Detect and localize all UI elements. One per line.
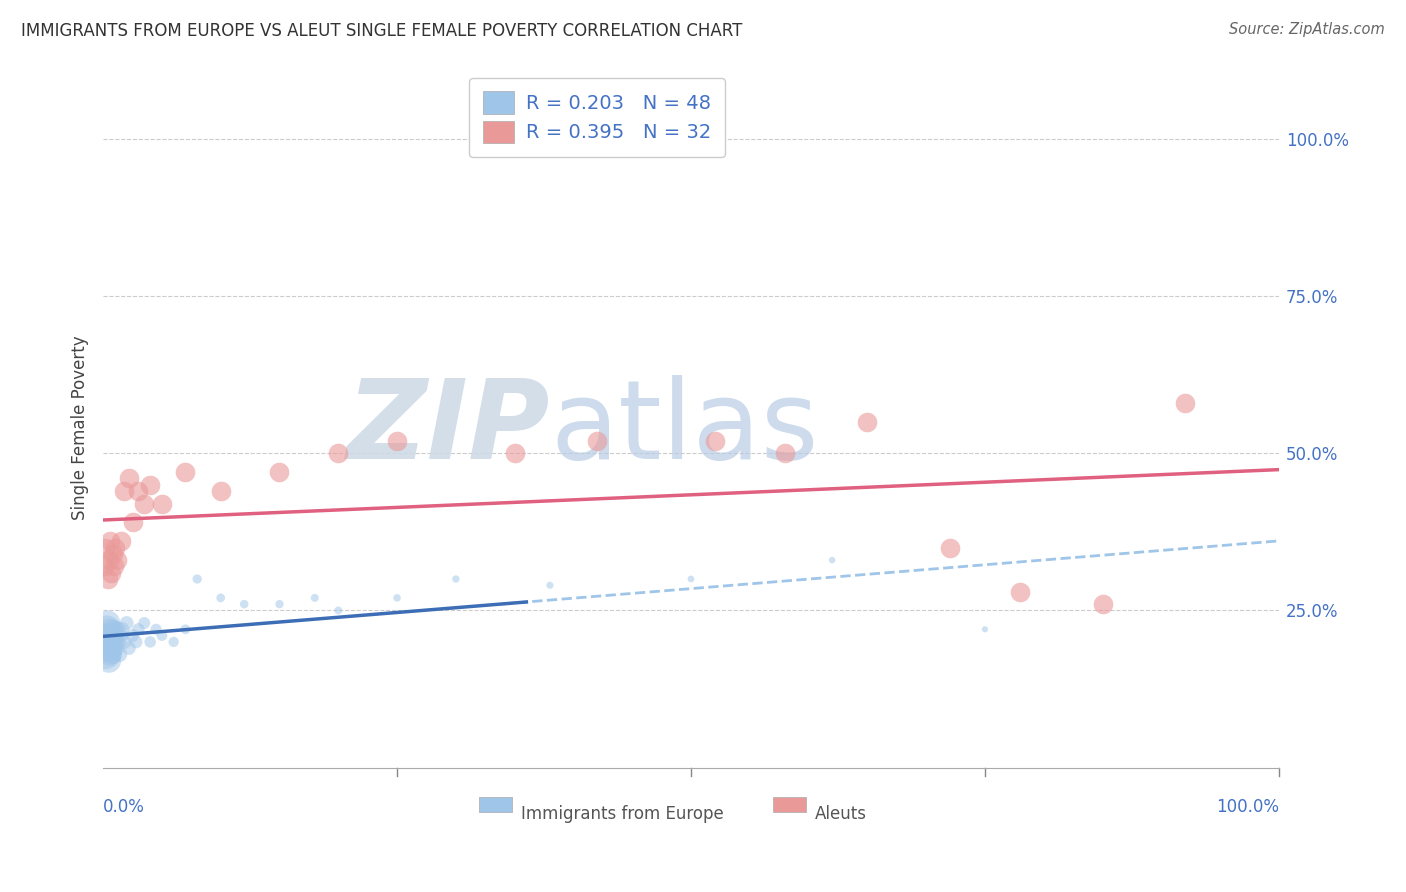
Point	[107, 635, 129, 649]
Point	[110, 534, 132, 549]
Point	[150, 496, 173, 510]
Point	[104, 541, 127, 555]
FancyBboxPatch shape	[479, 797, 512, 812]
Point	[115, 615, 138, 630]
Point	[145, 623, 167, 637]
Point	[773, 446, 796, 460]
Point	[328, 446, 350, 460]
Point	[100, 641, 122, 656]
Point	[703, 434, 725, 448]
Point	[1091, 597, 1114, 611]
Point	[269, 597, 291, 611]
Point	[94, 541, 117, 555]
Point	[127, 623, 149, 637]
Y-axis label: Single Female Poverty: Single Female Poverty	[72, 335, 89, 520]
Text: Aleuts: Aleuts	[814, 805, 866, 823]
Point	[98, 648, 121, 662]
Point	[104, 635, 127, 649]
Point	[103, 641, 125, 656]
Point	[150, 629, 173, 643]
Text: ZIP: ZIP	[346, 375, 550, 482]
Point	[121, 516, 143, 530]
Point	[938, 541, 960, 555]
Point	[821, 553, 844, 567]
Legend: R = 0.203   N = 48, R = 0.395   N = 32: R = 0.203 N = 48, R = 0.395 N = 32	[470, 78, 724, 157]
Point	[103, 623, 125, 637]
Point	[209, 591, 232, 605]
Point	[101, 648, 124, 662]
Point	[139, 635, 162, 649]
Point	[105, 641, 128, 656]
FancyBboxPatch shape	[773, 797, 806, 812]
Point	[104, 629, 127, 643]
Point	[103, 559, 125, 574]
Point	[209, 483, 232, 498]
Point	[100, 629, 122, 643]
Point	[121, 629, 143, 643]
Point	[98, 654, 121, 668]
Point	[98, 623, 121, 637]
Text: 100.0%: 100.0%	[1216, 798, 1279, 816]
Point	[98, 534, 121, 549]
Point	[503, 446, 526, 460]
Point	[110, 629, 132, 643]
Point	[174, 623, 197, 637]
Point	[97, 572, 120, 586]
Point	[385, 434, 408, 448]
Point	[269, 465, 291, 479]
Point	[105, 623, 128, 637]
Point	[385, 591, 408, 605]
Point	[111, 623, 134, 637]
Point	[96, 641, 118, 656]
Point	[98, 553, 121, 567]
Point	[328, 603, 350, 617]
Point	[118, 471, 141, 485]
Point	[174, 465, 197, 479]
Point	[100, 566, 122, 580]
Point	[93, 559, 115, 574]
Point	[101, 635, 124, 649]
Point	[125, 635, 148, 649]
Point	[856, 415, 879, 429]
Point	[98, 635, 121, 649]
Text: Immigrants from Europe: Immigrants from Europe	[520, 805, 723, 823]
Point	[134, 496, 156, 510]
Point	[233, 597, 256, 611]
Text: Source: ZipAtlas.com: Source: ZipAtlas.com	[1229, 22, 1385, 37]
Point	[127, 483, 149, 498]
Point	[105, 553, 128, 567]
Point	[93, 635, 115, 649]
Point	[444, 572, 467, 586]
Point	[112, 483, 135, 498]
Point	[94, 648, 117, 662]
Point	[163, 635, 186, 649]
Point	[97, 615, 120, 630]
Point	[108, 648, 131, 662]
Point	[538, 578, 561, 592]
Point	[304, 591, 326, 605]
Point	[974, 623, 997, 637]
Text: atlas: atlas	[550, 375, 818, 482]
Point	[96, 623, 118, 637]
Point	[1174, 396, 1197, 410]
Point	[118, 641, 141, 656]
Point	[134, 615, 156, 630]
Point	[97, 629, 120, 643]
Point	[139, 477, 162, 491]
Point	[679, 572, 702, 586]
Text: 0.0%: 0.0%	[103, 798, 145, 816]
Text: IMMIGRANTS FROM EUROPE VS ALEUT SINGLE FEMALE POVERTY CORRELATION CHART: IMMIGRANTS FROM EUROPE VS ALEUT SINGLE F…	[21, 22, 742, 40]
Point	[586, 434, 609, 448]
Point	[186, 572, 208, 586]
Point	[112, 635, 135, 649]
Point	[101, 547, 124, 561]
Point	[1010, 584, 1032, 599]
